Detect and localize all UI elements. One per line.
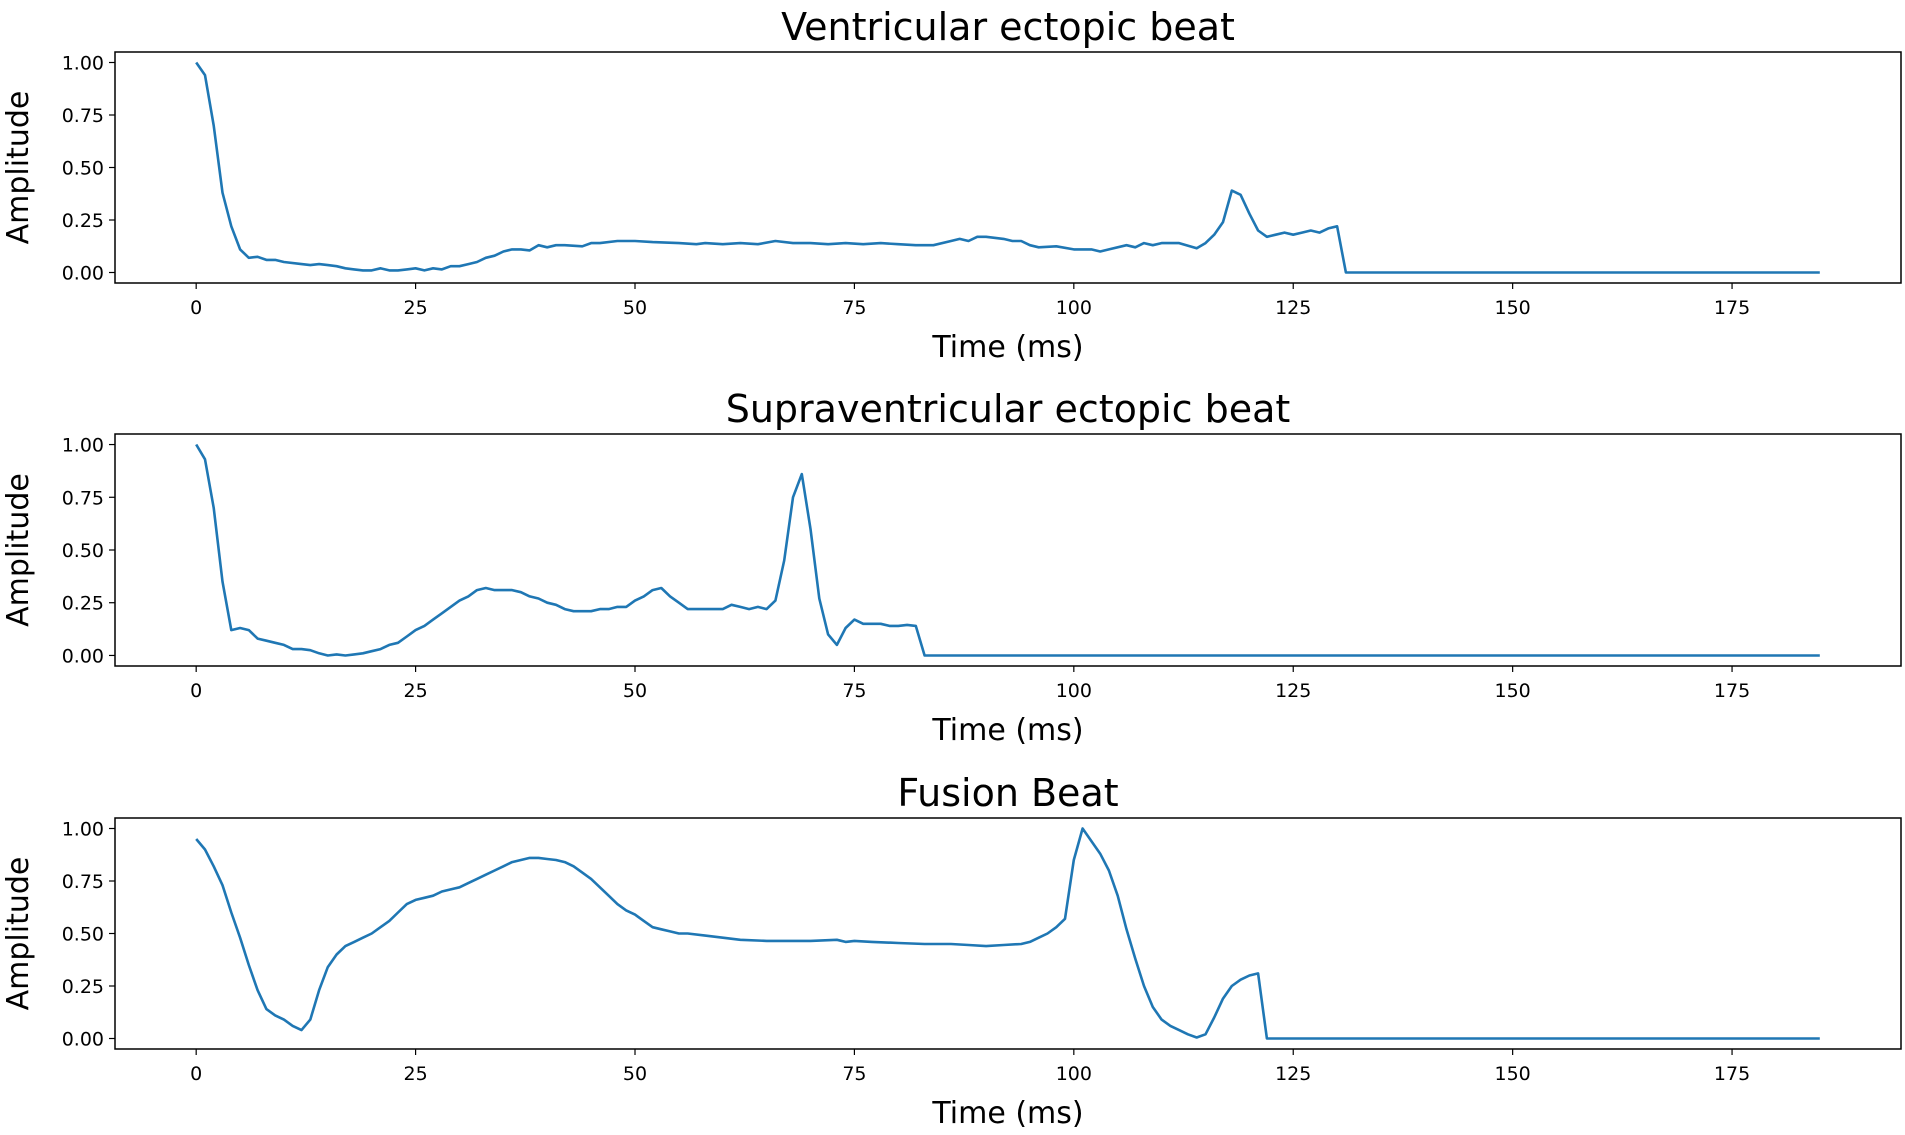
signal-line [195, 443, 1820, 657]
y-tick-label: 0.25 [62, 210, 104, 232]
x-tick-label: 100 [1056, 297, 1092, 319]
x-axis-label: Time (ms) [931, 713, 1083, 748]
x-tick-label: 25 [403, 680, 427, 702]
x-tick-label: 125 [1275, 297, 1311, 319]
subplot-fusion-beat: Fusion Beat 0 25 50 75 100 125 150 175 0.00 0.25 0.… [1, 771, 1902, 1131]
y-tick-label: 0.00 [62, 263, 104, 285]
y-tick-label: 1.00 [62, 53, 104, 75]
chart-title: Ventricular ectopic beat [781, 5, 1235, 49]
x-tick-label: 75 [842, 680, 866, 702]
x-tick-label: 175 [1714, 1063, 1750, 1085]
y-tick-label: 0.00 [62, 645, 104, 667]
y-tick-label: 0.75 [62, 105, 104, 127]
subplot-supraventricular-ectopic-beat: Supraventricular ectopic beat 0 25 50 75 100 1… [1, 387, 1902, 748]
x-tick-label: 100 [1056, 1063, 1092, 1085]
signal-line [195, 61, 1820, 274]
y-tick-label: 0.50 [62, 924, 104, 946]
axes-frame [114, 433, 1902, 667]
x-tick-label: 75 [842, 1063, 866, 1085]
x-tick-label: 0 [190, 297, 202, 319]
x-tick-label: 100 [1056, 680, 1092, 702]
subplot-ventricular-ectopic-beat: Ventricular ectopic beat 0 25 50 75 100 125 150… [1, 5, 1902, 365]
signal-line [195, 827, 1820, 1040]
y-axis-label: Amplitude [1, 91, 36, 245]
y-tick-label: 0.75 [62, 487, 104, 509]
y-tick-label: 1.00 [62, 819, 104, 841]
y-axis-label: Amplitude [1, 857, 36, 1011]
y-axis-label: Amplitude [1, 473, 36, 627]
chart-title: Fusion Beat [897, 771, 1118, 815]
axes-frame [114, 817, 1902, 1050]
x-tick-label: 125 [1275, 1063, 1311, 1085]
axes-frame [114, 51, 1902, 284]
x-tick-label: 175 [1714, 680, 1750, 702]
chart-title: Supraventricular ectopic beat [726, 387, 1291, 431]
x-tick-label: 175 [1714, 297, 1750, 319]
x-axis-label: Time (ms) [931, 1096, 1083, 1131]
x-tick-label: 125 [1275, 680, 1311, 702]
y-tick-label: 0.75 [62, 871, 104, 893]
x-tick-label: 0 [190, 680, 202, 702]
x-axis-label: Time (ms) [931, 330, 1083, 365]
y-tick-label: 0.25 [62, 976, 104, 998]
y-tick-label: 0.50 [62, 158, 104, 180]
x-tick-label: 50 [623, 680, 647, 702]
y-tick-label: 0.50 [62, 540, 104, 562]
x-tick-label: 25 [403, 297, 427, 319]
x-tick-label: 150 [1495, 1063, 1531, 1085]
x-tick-label: 50 [623, 1063, 647, 1085]
x-tick-label: 50 [623, 297, 647, 319]
y-tick-label: 0.25 [62, 593, 104, 615]
y-tick-label: 0.00 [62, 1029, 104, 1051]
x-tick-label: 150 [1495, 680, 1531, 702]
x-tick-label: 0 [190, 1063, 202, 1085]
y-tick-label: 1.00 [62, 435, 104, 457]
x-tick-label: 25 [403, 1063, 427, 1085]
x-tick-label: 75 [842, 297, 866, 319]
x-tick-label: 150 [1495, 297, 1531, 319]
